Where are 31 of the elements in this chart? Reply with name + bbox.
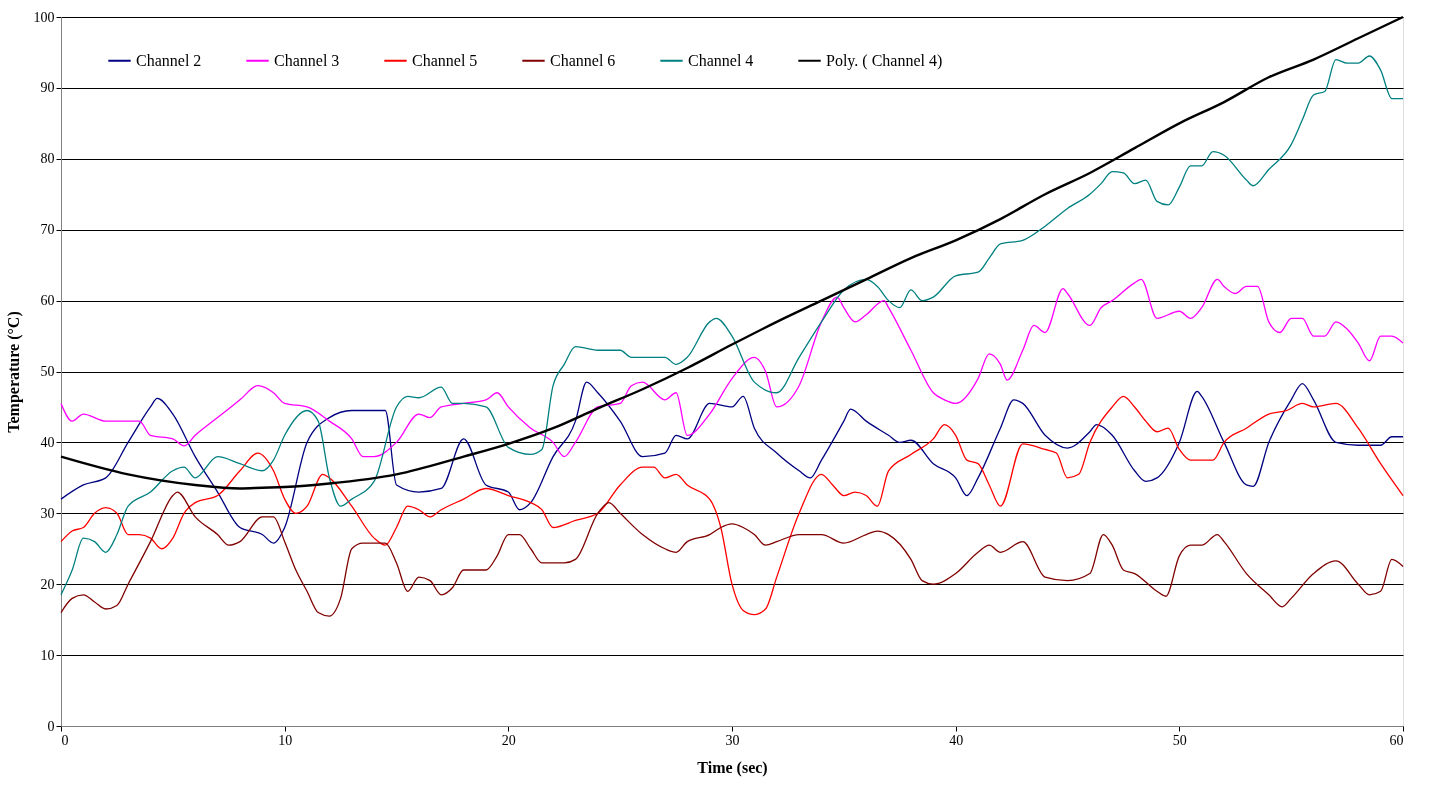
y-tick-label: 100 <box>33 9 55 25</box>
x-tick-label: 10 <box>278 732 293 748</box>
y-tick-label: 20 <box>40 576 55 592</box>
legend-label: Poly. ( Channel 4) <box>826 51 943 70</box>
line-series <box>60 395 1404 616</box>
legend-label: Channel 4 <box>688 51 754 69</box>
x-axis-title: Time (sec) <box>697 758 768 777</box>
y-tick-label: 40 <box>40 434 55 450</box>
line-series <box>60 491 1404 617</box>
line-series <box>60 278 1404 458</box>
x-tick-label: 60 <box>1389 732 1404 748</box>
legend-label: Channel 3 <box>274 51 340 69</box>
y-tick-label: 80 <box>40 151 55 167</box>
legend-label: Channel 2 <box>136 51 202 69</box>
x-tick-label: 0 <box>61 732 69 748</box>
legend-label: Channel 6 <box>550 51 616 69</box>
y-axis-title: Temperature (°C) <box>4 311 23 433</box>
y-tick-label: 70 <box>40 222 55 238</box>
y-tick-label: 50 <box>40 364 55 379</box>
y-tick-label: 30 <box>40 505 55 521</box>
line-series <box>60 381 1404 544</box>
y-tick-label: 0 <box>47 718 55 734</box>
x-tick-label: 40 <box>949 732 964 748</box>
line-series <box>60 55 1404 596</box>
x-tick-label: 30 <box>725 732 740 748</box>
legend-label: Channel 5 <box>412 51 478 69</box>
y-tick-label: 90 <box>40 80 55 96</box>
y-tick-label: 10 <box>40 647 55 663</box>
x-tick-label: 20 <box>501 732 516 748</box>
x-tick-label: 50 <box>1172 732 1187 748</box>
y-tick-label: 60 <box>40 293 55 309</box>
